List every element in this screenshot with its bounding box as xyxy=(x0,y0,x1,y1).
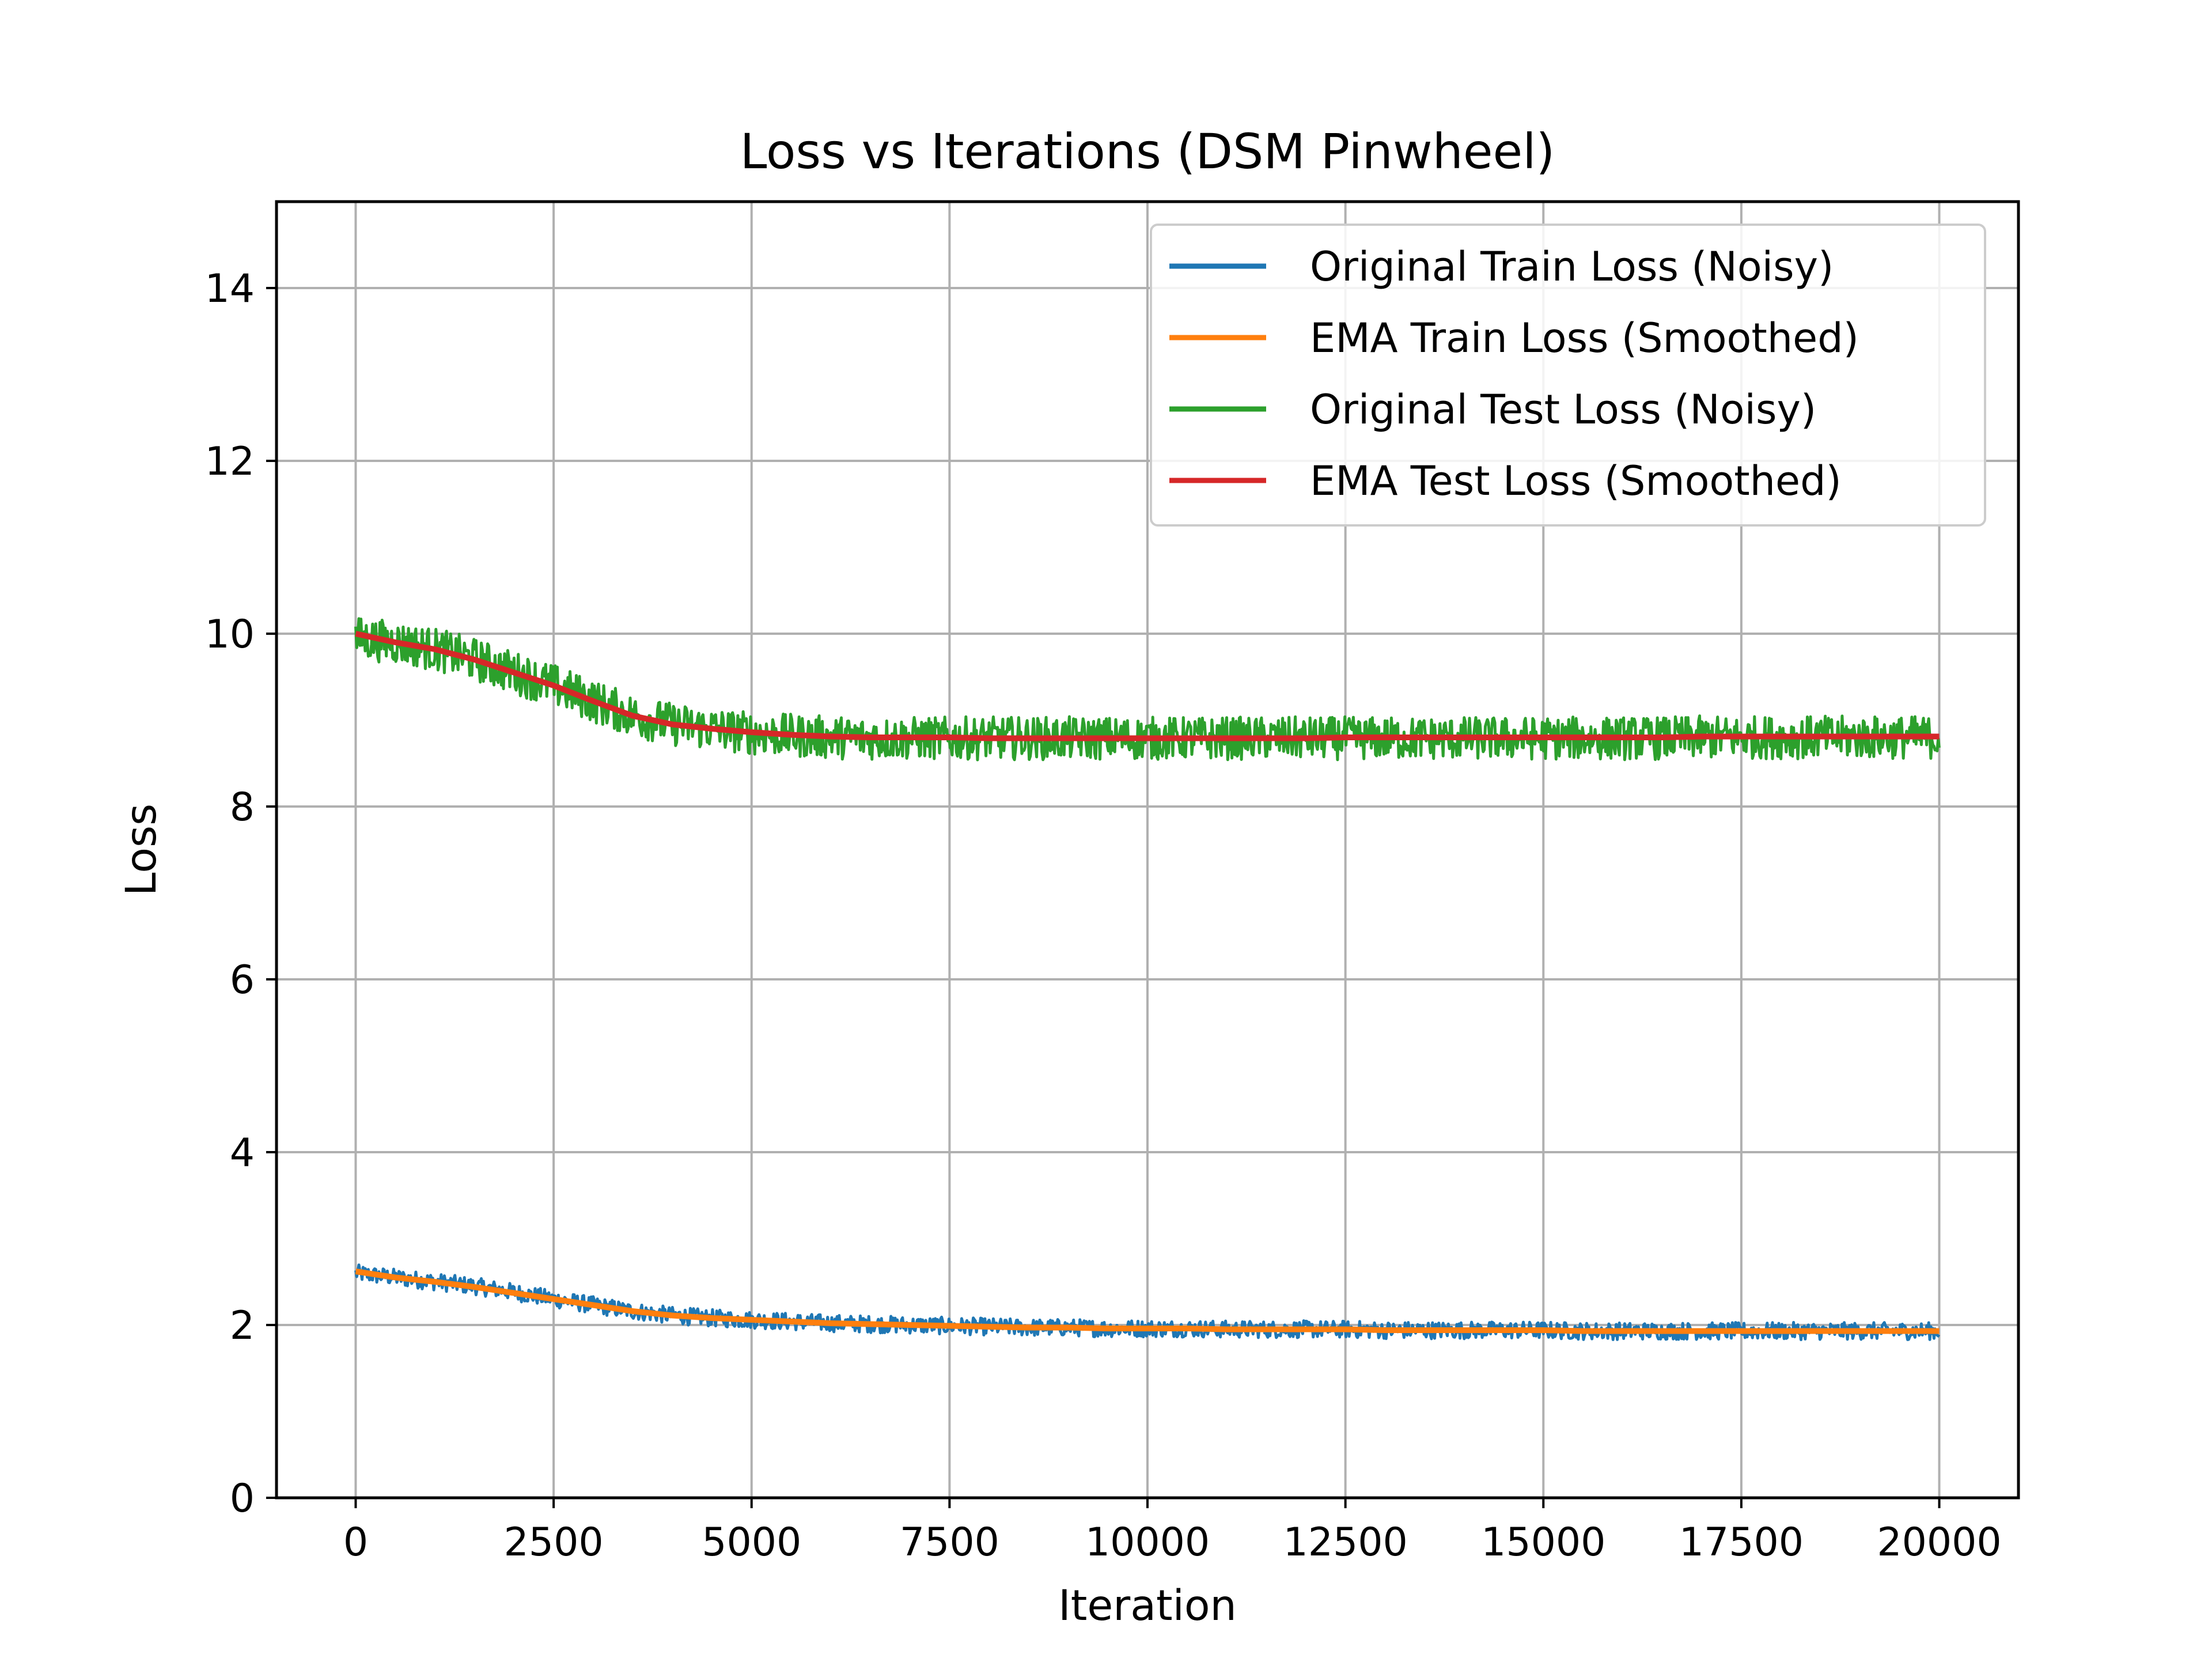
legend-label: Original Test Loss (Noisy) xyxy=(1310,386,1816,433)
x-tick-label: 15000 xyxy=(1481,1520,1605,1565)
x-tick-label: 7500 xyxy=(900,1520,999,1565)
legend: Original Train Loss (Noisy) EMA Train Los… xyxy=(1150,224,1986,527)
legend-label: EMA Train Loss (Smoothed) xyxy=(1310,315,1859,362)
y-tick-label: 4 xyxy=(230,1130,255,1176)
series-line-3 xyxy=(355,631,1940,741)
axis-ticks: 0 2500 5000 7500 10000 12500 15000 17500 20000 0 2… xyxy=(204,266,2001,1565)
y-tick-label: 14 xyxy=(204,266,255,312)
y-tick-label: 2 xyxy=(230,1303,255,1349)
legend-label: Original Train Loss (Noisy) xyxy=(1310,243,1834,290)
y-tick-label: 6 xyxy=(230,957,255,1003)
y-tick-label: 0 xyxy=(230,1476,255,1521)
legend-box xyxy=(1150,224,1986,527)
chart-title: Loss vs Iterations (DSM Pinwheel) xyxy=(740,123,1555,180)
y-tick-label: 10 xyxy=(204,612,255,657)
x-tick-label: 20000 xyxy=(1877,1520,2001,1565)
series-line-2 xyxy=(354,617,1941,762)
x-tick-label: 17500 xyxy=(1679,1520,1804,1565)
legend-label: EMA Test Loss (Smoothed) xyxy=(1310,457,1842,505)
y-tick-label: 8 xyxy=(230,785,255,830)
x-tick-label: 12500 xyxy=(1283,1520,1407,1565)
plot-series xyxy=(354,617,1941,1341)
y-axis-label: Loss xyxy=(117,804,166,896)
x-axis-label: Iteration xyxy=(1058,1581,1237,1630)
x-tick-label: 0 xyxy=(343,1520,368,1565)
x-tick-label: 10000 xyxy=(1085,1520,1210,1565)
series-line-1 xyxy=(355,1269,1940,1334)
x-tick-label: 5000 xyxy=(702,1520,801,1565)
x-tick-label: 2500 xyxy=(504,1520,604,1565)
y-tick-label: 12 xyxy=(204,439,255,484)
